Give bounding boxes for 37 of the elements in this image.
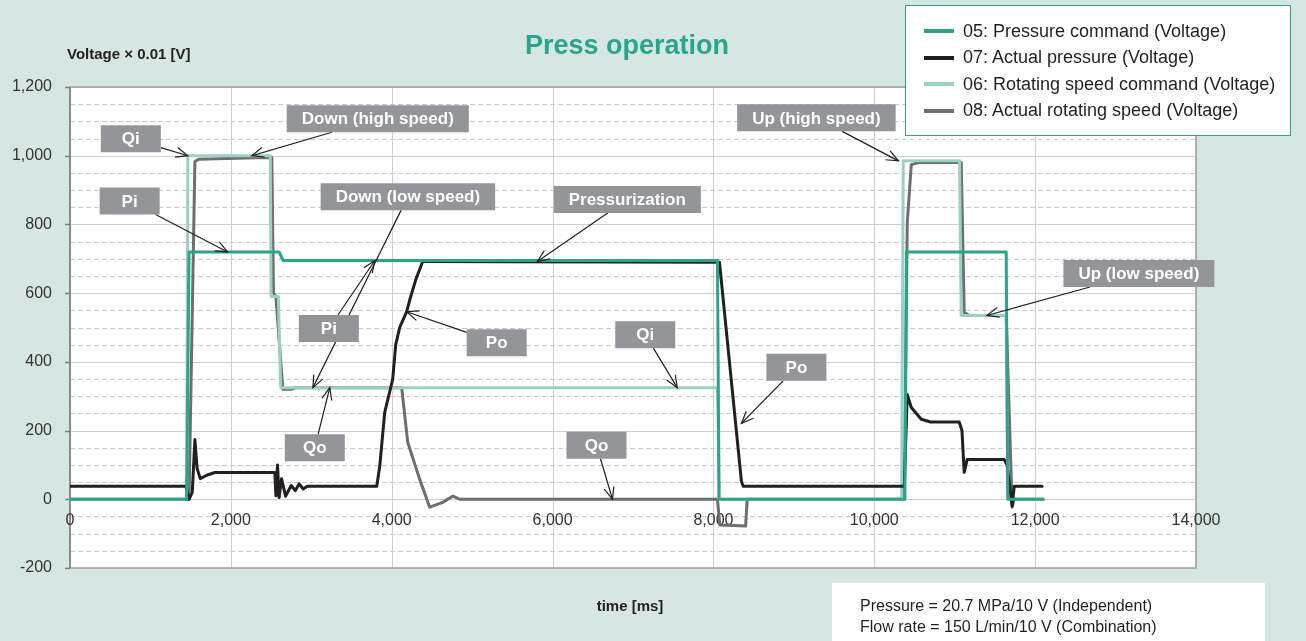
- legend-label: 06: Rotating speed command (Voltage): [963, 73, 1276, 95]
- text: Pressure = 20.7 MPa/10 V (Independent): [860, 597, 1153, 614]
- x-axis-title: time [ms]: [596, 597, 664, 614]
- text: Flow rate = 150 L/min/10 V (Combination): [860, 618, 1157, 635]
- annotation: Down (low speed): [335, 187, 481, 207]
- y-tick-label: 800: [25, 214, 53, 232]
- y-axis-title: Voltage × 0.01 [V]: [67, 45, 191, 62]
- annotation: Up (low speed): [1078, 264, 1200, 284]
- y-tick-label: 400: [25, 352, 53, 370]
- annotation: Qi: [636, 325, 655, 345]
- annotation: Pressurization: [568, 190, 686, 210]
- y-tick-label: 200: [25, 420, 53, 438]
- y-tick-label: 600: [25, 283, 53, 301]
- x-tick-label: 6,000: [532, 511, 573, 529]
- y-tick-label: 0: [43, 489, 53, 507]
- x-tick-label: 0: [65, 511, 75, 529]
- x-tick-label: 12,000: [1010, 511, 1060, 529]
- legend-label: 08: Actual rotating speed (Voltage): [963, 100, 1239, 122]
- legend-label: 05: Pressure command (Voltage): [963, 20, 1227, 42]
- x-tick-label: 10,000: [849, 511, 899, 529]
- y-tick-label: 1,200: [11, 77, 53, 95]
- annotation: Po: [785, 358, 808, 378]
- chart-title: Press operation: [524, 30, 730, 60]
- x-tick-label: 2,000: [210, 511, 251, 529]
- annotation: Qo: [584, 435, 609, 455]
- legend-label: 07: Actual pressure (Voltage): [963, 47, 1195, 69]
- y-tick-label: -200: [19, 558, 53, 576]
- annotation: Pi: [121, 191, 138, 211]
- annotation: Down (high speed): [301, 109, 454, 129]
- annotation: Po: [485, 333, 508, 353]
- annotation: Qi: [121, 129, 140, 149]
- x-tick-label: 4,000: [371, 511, 412, 529]
- y-tick-label: 1,000: [11, 146, 53, 164]
- annotation: Qo: [302, 438, 327, 458]
- annotation: Pi: [320, 319, 337, 339]
- x-tick-label: 14,000: [1171, 511, 1221, 529]
- annotation: Up (high speed): [752, 108, 881, 128]
